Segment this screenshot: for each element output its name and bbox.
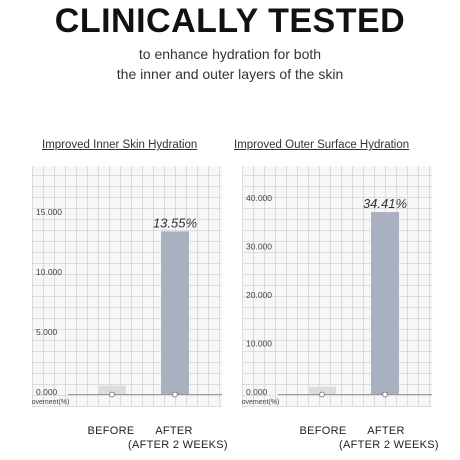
chart-outer-hydration: 0.000 10.000 20.000 30.000 40.000 improvement… [242, 166, 432, 407]
data-label: 34.41% [363, 196, 407, 211]
subtitle-line-1: to enhance hydration for both [138, 46, 322, 62]
data-label: 13.55% [153, 215, 197, 230]
y-tick-label: 30.000 [246, 241, 272, 251]
subtitle-line-2: the inner and outer layers of the skin [116, 66, 344, 82]
bar-before [308, 386, 336, 394]
axis-marker [382, 391, 388, 398]
bar-after [371, 212, 399, 394]
y-tick-label: 20.000 [246, 290, 272, 300]
axis-marker [172, 391, 178, 398]
bar-after [161, 231, 189, 394]
y-tick-label: 15.000 [36, 207, 62, 217]
x-sublabel-after-inner: (AFTER 2 WEEKS) [128, 439, 228, 451]
x-label-before-inner: BEFORE [87, 425, 135, 437]
chart-inner-hydration: 0.000 5.000 10.000 15.000 improvement(%) 13.5… [32, 166, 222, 407]
chart-title-inner: Improved Inner Skin Hydration [42, 139, 198, 151]
y-tick-label: 0.000 [36, 387, 58, 397]
y-tick-label: 0.000 [246, 387, 268, 397]
x-label-after-outer: AFTER [367, 425, 405, 437]
y-tick-label: 10.000 [246, 338, 272, 348]
y-axis-label: improvement(%) [242, 399, 279, 406]
y-axis-label: improvement(%) [32, 399, 69, 406]
x-label-after-inner: AFTER [155, 425, 193, 437]
x-sublabel-after-outer: (AFTER 2 WEEKS) [339, 439, 439, 451]
y-tick-label: 10.000 [36, 267, 62, 277]
bar-before [98, 385, 126, 394]
y-tick-label: 40.000 [246, 193, 272, 203]
y-tick-label: 5.000 [36, 327, 58, 337]
axis-marker [109, 391, 115, 398]
x-label-before-outer: BEFORE [299, 425, 347, 437]
plot-area [32, 166, 222, 406]
headline: CLINICALLY TESTED [54, 2, 406, 40]
plot-area [242, 166, 432, 406]
chart-title-outer: Improved Outer Surface Hydration [234, 139, 410, 151]
axis-marker [319, 391, 325, 398]
